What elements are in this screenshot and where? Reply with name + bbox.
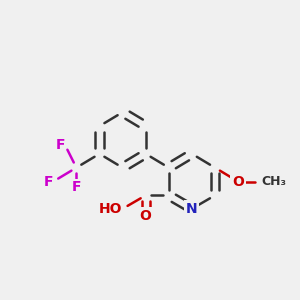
Text: F: F — [72, 180, 81, 194]
Text: F: F — [55, 138, 65, 152]
Text: O: O — [140, 209, 152, 223]
Text: N: N — [186, 202, 198, 216]
Text: F: F — [44, 175, 53, 188]
Text: O: O — [232, 175, 244, 188]
Text: HO: HO — [99, 202, 123, 216]
Text: CH₃: CH₃ — [261, 175, 286, 188]
